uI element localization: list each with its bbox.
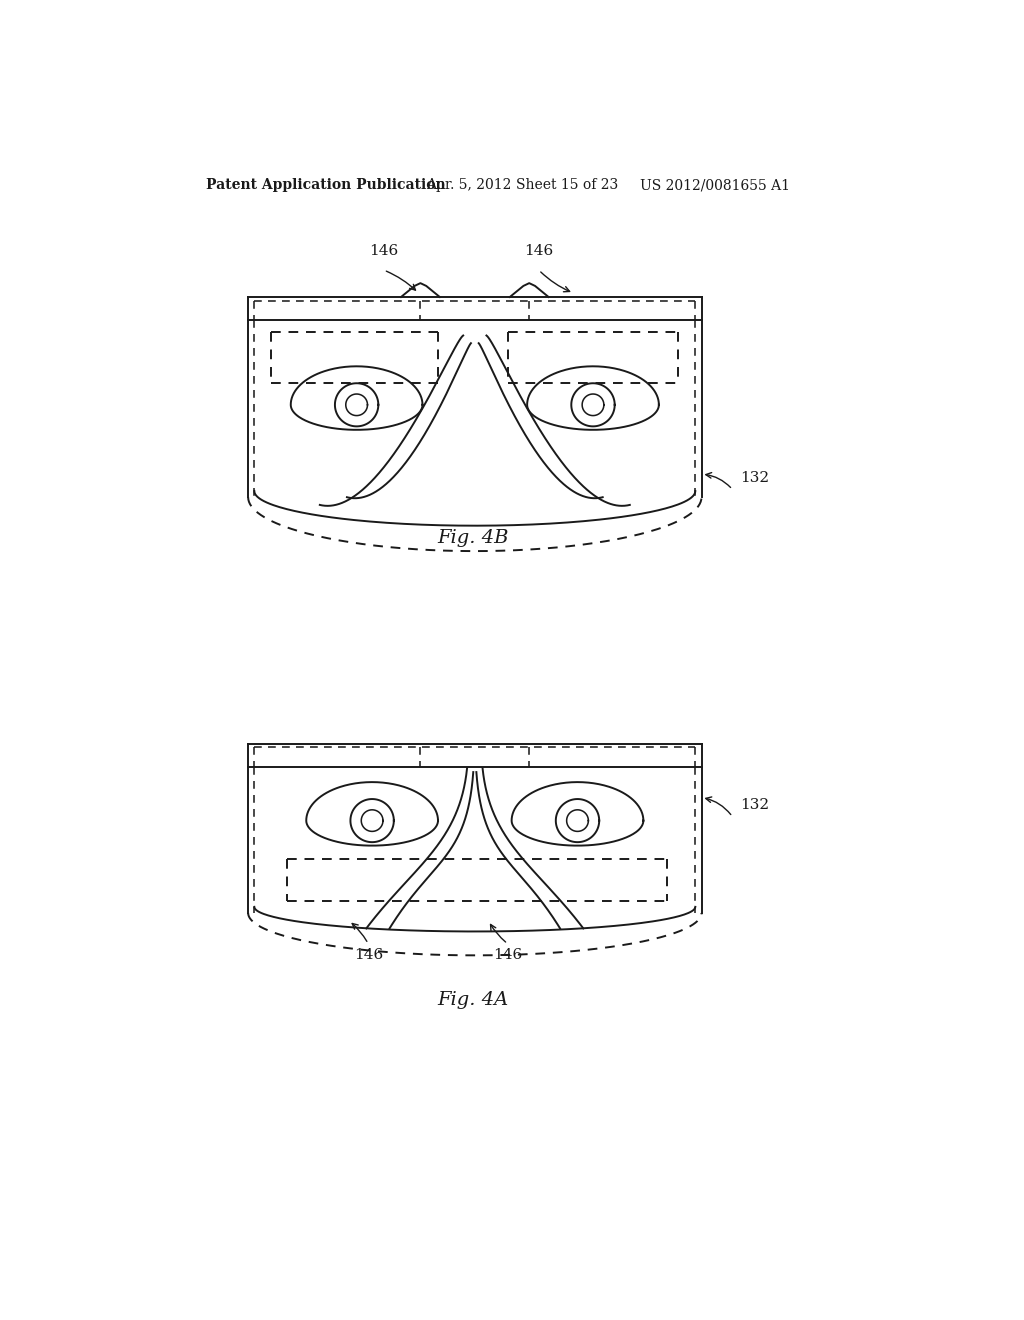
Text: 132: 132: [740, 799, 769, 812]
Text: US 2012/0081655 A1: US 2012/0081655 A1: [640, 178, 790, 193]
Text: 146: 146: [494, 948, 522, 962]
Text: Fig. 4B: Fig. 4B: [437, 529, 509, 548]
Text: 132: 132: [740, 471, 769, 484]
Text: 146: 146: [353, 948, 383, 962]
Text: Apr. 5, 2012: Apr. 5, 2012: [426, 178, 512, 193]
Text: 146: 146: [369, 244, 398, 257]
Text: 146: 146: [524, 244, 553, 257]
Text: Fig. 4A: Fig. 4A: [437, 991, 509, 1010]
Text: Patent Application Publication: Patent Application Publication: [206, 178, 445, 193]
Text: Sheet 15 of 23: Sheet 15 of 23: [515, 178, 617, 193]
